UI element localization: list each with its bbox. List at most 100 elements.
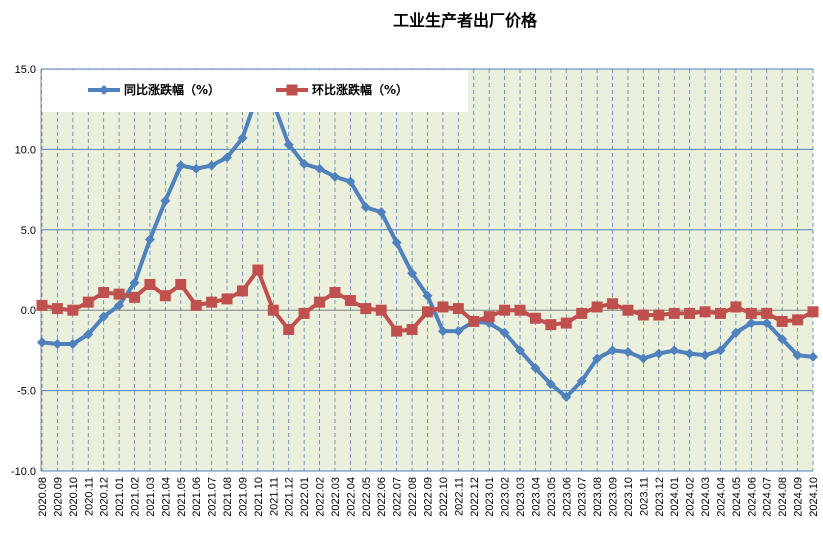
data-point (98, 311, 109, 322)
x-tick-label: 2021.11 (268, 477, 280, 516)
data-point (222, 152, 233, 163)
x-tick-label: 2021.12 (284, 477, 296, 517)
x-tick-label: 2024.10 (808, 477, 820, 517)
data-point (561, 392, 572, 403)
data-point (252, 264, 264, 276)
x-tick-label: 2022.10 (438, 477, 450, 517)
x-tick-label: 2020.10 (68, 477, 80, 517)
plot-area (41, 69, 813, 471)
x-tick-label: 2023.04 (530, 477, 542, 517)
y-tick-label: -5.0 (17, 386, 36, 398)
data-point (761, 307, 773, 319)
data-point (129, 291, 141, 303)
data-point (715, 345, 726, 356)
x-tick-label: 2021.02 (130, 477, 142, 517)
data-point (545, 379, 556, 390)
data-point (236, 285, 248, 297)
data-point (129, 277, 140, 288)
x-tick-label: 2023.01 (484, 477, 496, 517)
data-point (699, 306, 711, 318)
x-tick-label: 2020.08 (37, 477, 49, 517)
data-point (299, 158, 310, 169)
data-point (206, 160, 217, 171)
data-point (452, 303, 464, 315)
legend-label: 环比涨跌幅（%） (312, 82, 408, 97)
data-point (114, 300, 125, 311)
data-point (684, 348, 695, 359)
data-point (221, 293, 233, 305)
data-point (668, 307, 680, 319)
vertical-gridlines (41, 69, 814, 471)
legend-marker (99, 85, 109, 95)
x-tick-label: 2023.06 (561, 477, 573, 517)
x-tick-label: 2024.01 (669, 477, 681, 517)
data-point (499, 304, 511, 316)
x-tick-label: 2022.08 (407, 477, 419, 517)
x-tick-label: 2022.12 (469, 477, 481, 517)
series-2 (36, 264, 819, 337)
y-tick-label: 0.0 (21, 305, 36, 317)
data-point (607, 298, 619, 310)
x-tick-label: 2022.05 (361, 477, 373, 517)
data-point (622, 304, 634, 316)
y-tick-label: 10.0 (15, 144, 36, 156)
data-point (267, 304, 279, 316)
data-point (191, 163, 202, 174)
data-point (206, 296, 218, 308)
data-point (283, 139, 294, 150)
data-point (144, 234, 155, 245)
x-tick-label: 2020.11 (83, 477, 95, 516)
data-point (499, 327, 510, 338)
y-tick-label: 15.0 (15, 64, 36, 76)
x-tick-label: 2023.09 (608, 477, 620, 517)
x-tick-label: 2022.04 (345, 477, 357, 517)
y-tick-label: -10.0 (11, 466, 36, 478)
data-point (560, 317, 572, 329)
data-point (391, 325, 403, 337)
data-point (638, 353, 649, 364)
legend-item: 环比涨跌幅（%） (276, 82, 408, 97)
data-point (622, 347, 633, 358)
data-point (730, 301, 742, 313)
data-point (113, 288, 125, 300)
x-tick-label: 2020.09 (52, 477, 64, 517)
data-point (437, 326, 448, 337)
x-tick-label: 2021.03 (145, 477, 157, 517)
x-tick-label: 2024.03 (700, 477, 712, 517)
data-point (746, 318, 757, 329)
x-tick-label: 2021.04 (160, 477, 172, 517)
data-point (807, 306, 819, 318)
x-tick-label: 2021.08 (222, 477, 234, 517)
data-point (360, 202, 371, 213)
legend-item: 同比涨跌幅（%） (88, 82, 220, 97)
data-point (391, 237, 402, 248)
y-tick-label: 5.0 (21, 225, 36, 237)
data-point (67, 304, 79, 316)
x-tick-label: 2024.04 (715, 477, 727, 517)
x-tick-label: 2023.12 (654, 477, 666, 517)
data-point (777, 334, 788, 345)
data-point (483, 311, 495, 323)
data-point (376, 207, 387, 218)
data-point (792, 350, 803, 361)
data-point (190, 299, 202, 311)
x-tick-label: 2021.09 (237, 477, 249, 517)
x-tick-label: 2020.12 (99, 477, 111, 517)
x-tick-label: 2021.01 (114, 477, 126, 517)
x-tick-label: 2023.07 (577, 477, 589, 517)
x-tick-label: 2023.08 (592, 477, 604, 517)
data-point (407, 268, 418, 279)
x-tick-label: 2022.06 (376, 477, 388, 517)
data-point (36, 299, 48, 311)
x-tick-label: 2023.11 (638, 477, 650, 516)
data-point (700, 350, 711, 361)
data-point (314, 296, 326, 308)
data-point (808, 351, 818, 362)
x-tick-label: 2021.07 (207, 477, 219, 517)
data-point (515, 345, 526, 356)
x-tick-label: 2023.10 (623, 477, 635, 517)
data-point (592, 353, 603, 364)
data-point (607, 345, 618, 356)
data-point (144, 278, 156, 290)
data-point (98, 287, 110, 299)
